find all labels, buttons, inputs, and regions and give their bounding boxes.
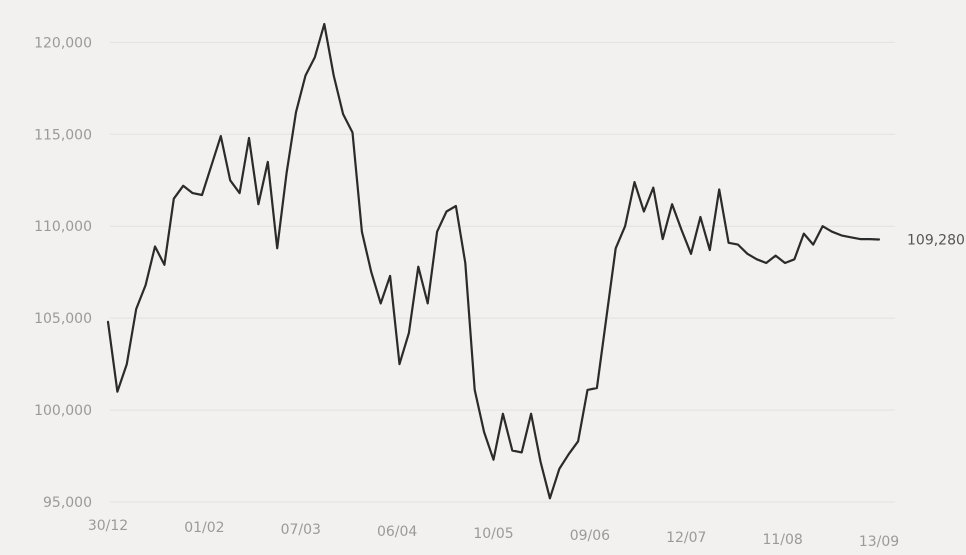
y-tick-label: 110,000 [34,219,92,235]
y-tick-label: 100,000 [34,403,92,419]
y-tick-label: 105,000 [34,311,92,327]
x-tick-label: 30/12 [88,518,128,534]
y-axis-tick-labels: 120,000 115,000 110,000 105,000 100,000 95,00… [34,35,92,511]
y-tick-label: 115,000 [34,127,92,143]
x-tick-label: 09/06 [570,528,610,544]
y-tick-label: 120,000 [34,35,92,51]
price-series-line [106,22,881,500]
grid-lines [110,41,895,503]
x-tick-label: 07/03 [281,522,321,538]
y-tick-label: 95,000 [43,495,92,511]
x-tick-label: 11/08 [762,532,802,548]
last-value-label: 109,280 [907,232,965,248]
x-tick-label: 10/05 [473,526,513,542]
x-tick-label: 06/04 [377,524,417,540]
x-tick-label: 13/09 [859,534,899,550]
x-tick-label: 01/02 [184,520,224,536]
x-axis-tick-labels: 30/12 01/02 07/03 06/04 10/05 09/06 12/07 11/08… [88,518,899,550]
x-tick-label: 12/07 [666,530,706,546]
